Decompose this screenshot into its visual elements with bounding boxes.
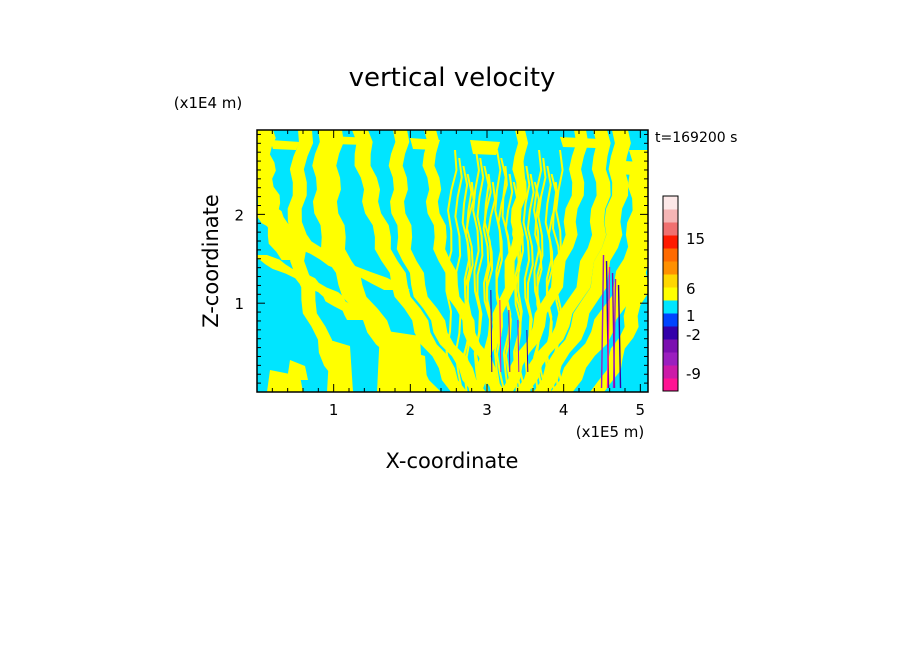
- plot-frame: [256, 129, 649, 393]
- positive-band: [422, 130, 506, 392]
- positive-streak: [555, 150, 564, 392]
- colorbar-level: [663, 378, 678, 392]
- positive-band: [257, 205, 411, 290]
- colorbar-level: [663, 222, 678, 236]
- positive-streak: [504, 174, 514, 392]
- downdraft-filament: [606, 266, 611, 389]
- positive-band: [500, 130, 589, 392]
- downdraft-filament: [612, 278, 617, 389]
- x-tick-label: 3: [482, 401, 492, 419]
- colorbar-level: [663, 365, 678, 379]
- positive-patch: [410, 138, 440, 150]
- positive-band: [550, 150, 648, 392]
- colorbar-label: -9: [686, 365, 701, 383]
- positive-patch: [330, 136, 370, 145]
- positive-streak: [472, 150, 484, 392]
- x-tick-label: 4: [559, 401, 569, 419]
- positive-band: [257, 255, 368, 320]
- colorbar-label: 1: [686, 307, 696, 325]
- positive-streak: [513, 150, 525, 392]
- colorbar-level: [663, 248, 678, 262]
- positive-streak: [454, 158, 464, 392]
- positive-band: [533, 130, 631, 392]
- positive-streak: [500, 158, 512, 392]
- x-tick-label: 2: [406, 401, 416, 419]
- positive-streak: [524, 174, 535, 392]
- y-axis-label: Z-coordinate: [199, 194, 223, 328]
- positive-patch: [270, 140, 300, 150]
- downdraft-filament: [517, 319, 520, 373]
- x-tick-label: 1: [329, 401, 339, 419]
- colorbar-level: [663, 339, 678, 353]
- y-tick-labels: 1 2: [234, 206, 244, 313]
- positive-band: [514, 130, 611, 392]
- colorbar-level: [663, 352, 678, 366]
- y-unit-label: (x1E4 m): [174, 94, 243, 112]
- positive-patch: [470, 140, 500, 155]
- colorbar-label: 15: [686, 230, 705, 248]
- downdraft-filament: [499, 299, 502, 373]
- x-unit-label: (x1E5 m): [576, 423, 645, 441]
- x-tick-label: 5: [636, 401, 646, 419]
- downdraft-filament: [526, 329, 529, 373]
- y-tick-label: 2: [234, 206, 244, 224]
- colorbar-labels: 15 6 1 -2 -9: [686, 230, 705, 383]
- positive-band: [590, 240, 648, 392]
- colorbar-level: [663, 287, 678, 301]
- downdraft-filament: [490, 289, 493, 373]
- x-tick-labels: 1 2 3 4 5: [329, 401, 645, 419]
- colorbar-level: [663, 300, 678, 314]
- positive-streak: [445, 150, 458, 392]
- positive-streak: [546, 182, 559, 392]
- colorbar-level: [663, 274, 678, 288]
- colorbar-label: 6: [686, 280, 696, 298]
- colorbar-level: [663, 235, 678, 249]
- colorbar-level: [663, 196, 678, 210]
- colorbar-level: [663, 326, 678, 340]
- colorbar-frame: [662, 195, 679, 392]
- colorbar-level: [663, 313, 678, 327]
- x-axis-label: X-coordinate: [386, 449, 519, 473]
- positive-band: [388, 130, 487, 392]
- positive-streak: [535, 158, 547, 392]
- velocity-field: [257, 130, 648, 392]
- positive-patch: [610, 160, 640, 175]
- positive-patch: [287, 360, 308, 380]
- positive-streak: [462, 174, 474, 392]
- colorbar-label: -2: [686, 326, 701, 344]
- positive-streak: [473, 158, 485, 392]
- positive-band: [257, 130, 304, 260]
- downdraft-filament: [508, 309, 511, 373]
- positive-band: [352, 130, 468, 392]
- positive-patch: [560, 137, 600, 148]
- downdraft-filament: [600, 254, 605, 389]
- positive-patch: [327, 340, 353, 392]
- positive-streak: [522, 166, 535, 392]
- positive-patch: [402, 350, 428, 392]
- colorbar-level: [663, 209, 678, 223]
- positive-band: [287, 130, 354, 392]
- positive-streak: [495, 166, 508, 392]
- colorbar: [663, 196, 678, 392]
- colorbar-level: [663, 261, 678, 275]
- positive-streak: [484, 182, 497, 392]
- time-label: t=169200 s: [655, 130, 737, 146]
- axis-ticks: [257, 130, 648, 392]
- downdraft-filament: [617, 284, 622, 389]
- y-tick-label: 1: [234, 295, 244, 313]
- chart-title: vertical velocity: [349, 63, 556, 93]
